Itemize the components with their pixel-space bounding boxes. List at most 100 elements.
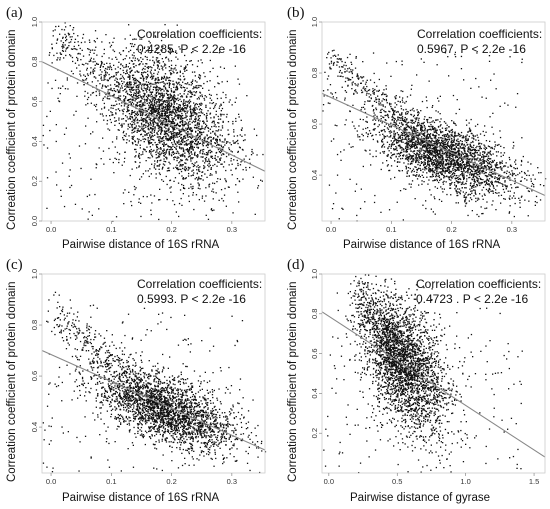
scatter-point [183, 100, 185, 102]
scatter-point [534, 204, 536, 206]
scatter-point [211, 121, 213, 124]
scatter-point [127, 125, 129, 127]
scatter-point [211, 190, 213, 192]
scatter-point [220, 115, 222, 117]
scatter-point [467, 149, 469, 151]
scatter-point [169, 138, 171, 141]
scatter-point [107, 128, 109, 130]
scatter-point [173, 102, 175, 104]
scatter-point [370, 97, 372, 99]
scatter-point [220, 163, 222, 165]
scatter-point [455, 112, 457, 115]
scatter-point [516, 186, 518, 188]
scatter-point [153, 121, 156, 123]
scatter-point [455, 146, 457, 148]
scatter-point [215, 126, 217, 128]
scatter-point [120, 105, 123, 107]
scatter-point [429, 158, 431, 160]
scatter-point [172, 105, 175, 107]
scatter-point [131, 168, 133, 170]
scatter-point [135, 96, 137, 98]
scatter-point [190, 183, 192, 185]
scatter-point [115, 158, 118, 160]
scatter-point [151, 95, 154, 97]
scatter-point [184, 111, 186, 113]
scatter-point [397, 119, 399, 121]
scatter-point [212, 191, 215, 193]
scatter-point [410, 119, 412, 121]
scatter-point [72, 60, 74, 63]
scatter-point [418, 133, 420, 135]
scatter-point [140, 139, 142, 142]
scatter-point [189, 115, 191, 117]
scatter-point [131, 117, 134, 119]
scatter-point [464, 193, 466, 195]
scatter-point [230, 157, 232, 160]
scatter-point [227, 121, 230, 123]
scatter-point [473, 153, 475, 155]
scatter-point [128, 101, 130, 103]
scatter-point [429, 189, 431, 191]
scatter-point [381, 145, 383, 148]
scatter-point [117, 129, 119, 131]
scatter-point [426, 120, 428, 122]
scatter-point [149, 71, 152, 73]
scatter-point [172, 109, 174, 111]
scatter-point [47, 82, 49, 84]
scatter-point [131, 112, 133, 114]
scatter-point [362, 76, 365, 78]
scatter-point [185, 143, 187, 145]
scatter-point [415, 155, 417, 158]
scatter-point [437, 154, 439, 156]
scatter-point [115, 112, 117, 114]
scatter-point [64, 88, 67, 90]
scatter-point [102, 137, 104, 139]
scatter-point [137, 142, 139, 144]
scatter-point [122, 192, 125, 194]
scatter-point [158, 165, 160, 167]
scatter-point [539, 199, 542, 201]
scatter-point [513, 167, 515, 169]
scatter-point [85, 62, 87, 65]
scatter-point [131, 89, 133, 91]
scatter-point [56, 52, 58, 54]
scatter-point [410, 145, 413, 147]
scatter-point [166, 110, 168, 112]
scatter-point [134, 141, 136, 143]
scatter-point [191, 92, 193, 94]
scatter-point [177, 106, 180, 108]
scatter-point [145, 114, 147, 116]
scatter-point [186, 144, 188, 146]
scatter-point [143, 120, 145, 122]
scatter-point [152, 56, 154, 58]
scatter-point [133, 77, 135, 80]
scatter-point [192, 169, 194, 171]
scatter-point [76, 82, 79, 84]
scatter-point [180, 130, 182, 133]
scatter-point [463, 174, 465, 177]
scatter-point [195, 106, 197, 109]
scatter-point [106, 62, 108, 64]
scatter-point [112, 41, 114, 43]
scatter-point [128, 83, 131, 85]
scatter-point [348, 67, 351, 69]
scatter-point [142, 102, 144, 104]
scatter-point [223, 153, 225, 156]
scatter-point [219, 159, 221, 161]
scatter-point [191, 130, 193, 132]
scatter-point [462, 181, 464, 183]
scatter-point [444, 167, 447, 170]
scatter-point [140, 73, 143, 75]
scatter-point [220, 157, 222, 159]
scatter-point [473, 148, 475, 150]
scatter-point [194, 165, 196, 167]
scatter-point [243, 158, 245, 160]
scatter-point [209, 164, 211, 166]
scatter-point [425, 150, 427, 152]
scatter-point [189, 141, 191, 143]
scatter-point [142, 78, 145, 80]
scatter-point [192, 120, 194, 122]
scatter-point [337, 75, 339, 77]
scatter-point [170, 154, 173, 156]
scatter-point [514, 180, 516, 182]
